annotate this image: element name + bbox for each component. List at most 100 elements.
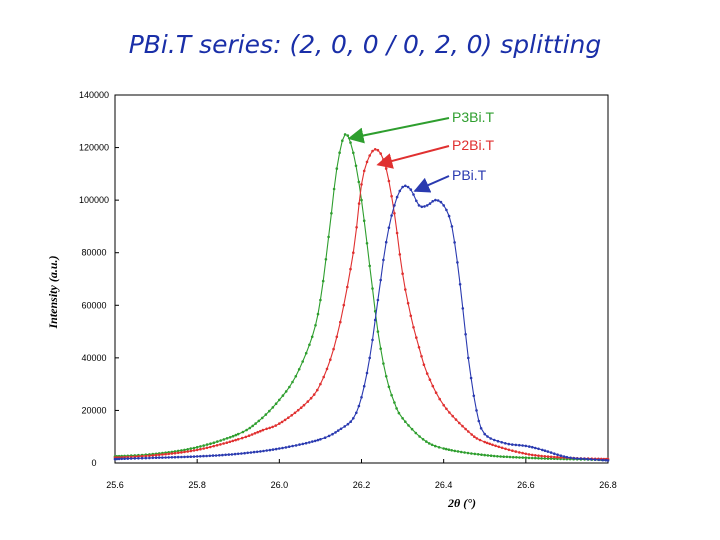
data-point [534, 446, 537, 450]
data-point [407, 424, 410, 427]
data-point [453, 449, 457, 453]
data-point [488, 442, 492, 446]
data-point [202, 447, 205, 450]
data-point [323, 436, 327, 440]
data-point [497, 445, 501, 449]
data-point [192, 455, 196, 458]
data-point [268, 409, 271, 413]
data-point [395, 231, 399, 235]
data-point [309, 396, 313, 400]
data-point [549, 451, 553, 454]
data-point [384, 240, 388, 244]
data-point [186, 448, 189, 451]
data-point [524, 444, 528, 448]
data-point [463, 451, 466, 454]
data-point [562, 455, 566, 458]
data-point [401, 272, 404, 276]
data-point [473, 435, 476, 439]
data-point [382, 362, 385, 365]
data-point [335, 335, 339, 339]
data-point [224, 453, 227, 457]
data-point [219, 443, 222, 446]
data-point [199, 445, 202, 448]
data-point [409, 314, 413, 318]
data-point [421, 438, 425, 441]
data-point [458, 283, 462, 286]
data-point [262, 449, 265, 453]
data-point [186, 450, 189, 453]
annotation-arrow [413, 175, 450, 193]
data-point [390, 214, 393, 217]
data-point [412, 193, 415, 196]
data-point [313, 439, 317, 443]
data-point [456, 261, 459, 264]
data-point [284, 446, 288, 449]
y-tick-label: 60000 [81, 300, 106, 310]
data-point [406, 185, 410, 189]
data-point [393, 204, 396, 207]
data-point [355, 226, 358, 229]
data-point [448, 411, 451, 414]
data-point [173, 450, 177, 453]
data-point [271, 406, 275, 409]
data-point [425, 372, 429, 375]
data-point [225, 437, 229, 440]
data-point [304, 351, 308, 355]
data-point [283, 418, 287, 422]
data-point [294, 444, 298, 447]
data-point [254, 422, 257, 425]
data-point [352, 251, 355, 254]
data-point [489, 454, 493, 458]
data-point [296, 408, 300, 412]
data-point [240, 452, 243, 455]
data-point [537, 454, 540, 458]
data-point [278, 422, 281, 425]
data-point [537, 457, 540, 460]
data-point [341, 139, 344, 142]
data-point [409, 188, 413, 191]
y-axis-label: Intensity (a.u.) [46, 255, 60, 329]
data-point [250, 433, 254, 436]
data-point [576, 457, 579, 460]
series-label: PBi.T [452, 167, 487, 183]
data-point [247, 434, 251, 438]
data-point [362, 384, 366, 388]
data-point [264, 413, 268, 416]
data-point [319, 298, 322, 302]
data-point [500, 446, 504, 450]
data-point [604, 458, 608, 462]
data-point [192, 449, 196, 452]
data-point [395, 195, 399, 199]
data-point [401, 185, 404, 189]
data-point [508, 455, 512, 459]
data-point [180, 455, 183, 459]
data-point [404, 420, 407, 424]
data-point [312, 393, 316, 396]
data-point [167, 452, 170, 456]
data-point [199, 455, 202, 458]
data-point [556, 455, 559, 459]
data-point [332, 187, 336, 191]
data-point [559, 454, 563, 458]
data-point [420, 205, 424, 209]
data-point [601, 458, 604, 462]
data-point [281, 446, 284, 450]
data-point [390, 194, 393, 198]
data-point [176, 449, 180, 453]
data-point [261, 416, 264, 420]
data-point [365, 160, 369, 164]
data-point [382, 258, 385, 262]
data-point [299, 406, 303, 410]
data-point [447, 214, 451, 218]
x-axis-label: 2θ (°) [447, 496, 476, 510]
x-tick-label: 26.6 [517, 480, 535, 490]
data-point [451, 414, 455, 418]
y-tick-label: 120000 [79, 143, 109, 153]
data-point [148, 454, 151, 458]
data-point [572, 457, 576, 460]
data-point [593, 458, 597, 461]
data-point [496, 455, 499, 458]
data-point [483, 440, 487, 444]
data-point [437, 446, 441, 449]
data-point [511, 455, 515, 459]
